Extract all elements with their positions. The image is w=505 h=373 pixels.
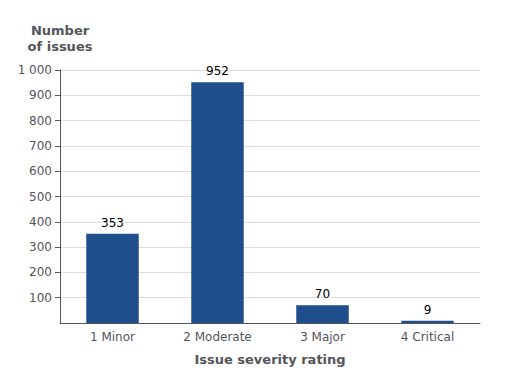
svg-text:2 Moderate: 2 Moderate — [183, 330, 252, 344]
svg-text:952: 952 — [206, 64, 229, 78]
svg-text:200: 200 — [29, 265, 52, 279]
svg-text:500: 500 — [29, 190, 52, 204]
svg-text:353: 353 — [101, 216, 124, 230]
svg-text:300: 300 — [29, 240, 52, 254]
svg-text:Issue severity rating: Issue severity rating — [194, 352, 345, 367]
svg-text:100: 100 — [29, 291, 52, 305]
svg-text:1 000: 1 000 — [18, 63, 52, 77]
svg-text:400: 400 — [29, 215, 52, 229]
svg-text:Number: Number — [31, 23, 90, 38]
svg-text:9: 9 — [424, 303, 432, 317]
svg-text:3 Major: 3 Major — [300, 330, 345, 344]
svg-text:1 Minor: 1 Minor — [90, 330, 135, 344]
svg-text:of issues: of issues — [28, 39, 93, 54]
svg-text:4 Critical: 4 Critical — [401, 330, 454, 344]
svg-text:600: 600 — [29, 164, 52, 178]
svg-text:70: 70 — [315, 287, 330, 301]
svg-text:800: 800 — [29, 114, 52, 128]
svg-text:700: 700 — [29, 139, 52, 153]
svg-text:900: 900 — [29, 88, 52, 102]
